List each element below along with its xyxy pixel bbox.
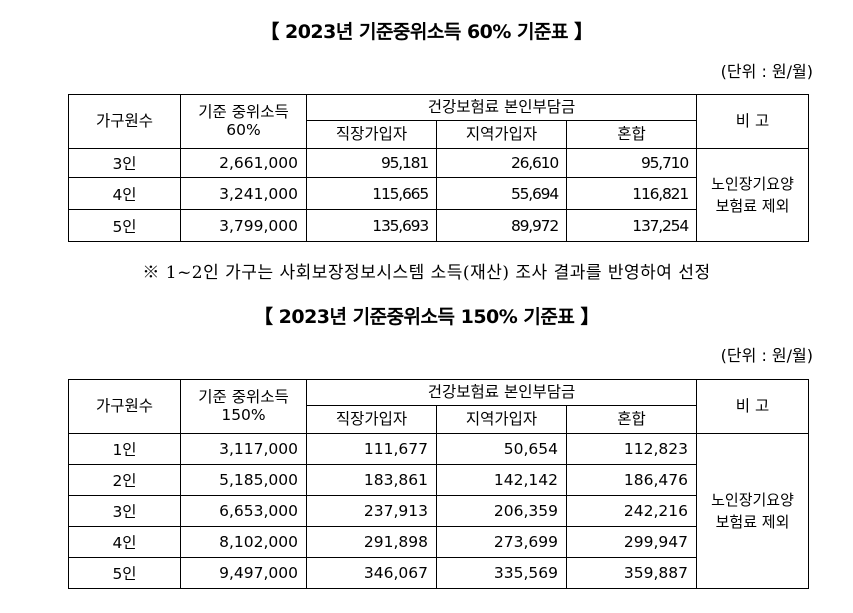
mixed-cell: 359,887 — [566, 557, 697, 589]
header-premium-group: 건강보험료 본인부담금 — [306, 94, 697, 121]
header-median-line1: 기준 중위소득 — [198, 102, 289, 121]
header-median-line1: 기준 중위소득 — [198, 387, 289, 406]
header-workplace: 직장가입자 — [306, 120, 437, 149]
household-cell: 3인 — [68, 148, 181, 178]
table-row: 4인 3,241,000 115,665 55,694 116,821 — [68, 177, 809, 210]
header-regional: 지역가입자 — [436, 120, 567, 149]
table1-header-row: 가구원수 기준 중위소득 60% 건강보험료 본인부담금 비 고 — [68, 94, 809, 149]
table1-title: 【 2023년 기준중위소득 60% 기준표 】 — [260, 21, 593, 43]
remark-line2: 보험료 제외 — [715, 197, 790, 215]
header-mixed: 혼합 — [566, 120, 697, 149]
mixed-cell: 186,476 — [566, 464, 697, 496]
regional-cell: 55,694 — [436, 177, 567, 210]
mixed-cell: 299,947 — [566, 526, 697, 558]
header-median-income: 기준 중위소득 60% — [180, 94, 307, 149]
header-remark: 비 고 — [696, 94, 809, 149]
mixed-cell: 116,821 — [566, 177, 697, 210]
regional-cell: 273,699 — [436, 526, 567, 558]
median-income-150-table: 가구원수 기준 중위소득 150% 건강보험료 본인부담금 비 고 직장가입자 … — [68, 379, 809, 589]
median-cell: 3,241,000 — [180, 177, 307, 210]
mixed-cell: 95,710 — [566, 148, 697, 178]
workplace-cell: 346,067 — [306, 557, 437, 589]
remark-line1: 노인장기요양 — [711, 174, 794, 193]
median-cell: 3,799,000 — [180, 209, 307, 242]
table1-subheader-row: 직장가입자 지역가입자 혼합 — [69, 120, 809, 149]
workplace-cell: 95,181 — [306, 148, 437, 178]
table-row: 3인 2,661,000 95,181 26,610 95,710 노인장기요양… — [68, 148, 809, 242]
median-cell: 8,102,000 — [180, 526, 307, 558]
household-cell: 4인 — [68, 526, 181, 558]
table-row: 2인 5,185,000 183,861 142,142 186,476 — [68, 464, 809, 496]
regional-cell: 89,972 — [436, 209, 567, 242]
mixed-cell: 112,823 — [566, 433, 697, 465]
household-cell: 2인 — [68, 464, 181, 496]
remark-line1: 노인장기요양 — [711, 490, 794, 509]
household-cell: 3인 — [68, 495, 181, 527]
header-mixed: 혼합 — [566, 405, 697, 434]
table-row: 5인 9,497,000 346,067 335,569 359,887 — [68, 557, 809, 589]
regional-cell: 26,610 — [436, 148, 567, 178]
median-cell: 9,497,000 — [180, 557, 307, 589]
header-premium-group: 건강보험료 본인부담금 — [306, 379, 697, 406]
table2-unit: (단위 : 원/월) — [720, 346, 813, 365]
remark-cell: 노인장기요양 보험료 제외 — [696, 433, 809, 589]
table2-header-row: 가구원수 기준 중위소득 150% 건강보험료 본인부담금 비 고 — [68, 379, 809, 434]
regional-cell: 206,359 — [436, 495, 567, 527]
header-remark: 비 고 — [696, 379, 809, 434]
mixed-cell: 242,216 — [566, 495, 697, 527]
regional-cell: 50,654 — [436, 433, 567, 465]
table1-unit: (단위 : 원/월) — [720, 62, 813, 81]
header-median-line2: 150% — [221, 405, 266, 424]
median-cell: 6,653,000 — [180, 495, 307, 527]
mixed-cell: 137,254 — [566, 209, 697, 242]
header-household: 가구원수 — [68, 379, 181, 434]
table2-title: 【 2023년 기준중위소득 150% 기준표 】 — [254, 306, 599, 328]
workplace-cell: 115,665 — [306, 177, 437, 210]
table-row: 1인 3,117,000 111,677 50,654 112,823 노인장기… — [68, 433, 809, 589]
workplace-cell: 183,861 — [306, 464, 437, 496]
workplace-cell: 237,913 — [306, 495, 437, 527]
header-median-line2: 60% — [226, 120, 261, 139]
median-cell: 3,117,000 — [180, 433, 307, 465]
household-cell: 5인 — [68, 209, 181, 242]
workplace-cell: 111,677 — [306, 433, 437, 465]
table-row: 4인 8,102,000 291,898 273,699 299,947 — [68, 526, 809, 558]
median-cell: 2,661,000 — [180, 148, 307, 178]
workplace-cell: 291,898 — [306, 526, 437, 558]
household-cell: 4인 — [68, 177, 181, 210]
household-cell: 1인 — [68, 433, 181, 465]
table2-subheader-row: 직장가입자 지역가입자 혼합 — [69, 405, 809, 434]
median-cell: 5,185,000 — [180, 464, 307, 496]
median-income-60-table: 가구원수 기준 중위소득 60% 건강보험료 본인부담금 비 고 직장가입자 지… — [68, 94, 809, 242]
household-cell: 5인 — [68, 557, 181, 589]
header-workplace: 직장가입자 — [306, 405, 437, 434]
regional-cell: 335,569 — [436, 557, 567, 589]
header-regional: 지역가입자 — [436, 405, 567, 434]
remark-cell: 노인장기요양 보험료 제외 — [696, 148, 809, 242]
regional-cell: 142,142 — [436, 464, 567, 496]
remark-line2: 보험료 제외 — [715, 513, 790, 531]
workplace-cell: 135,693 — [306, 209, 437, 242]
header-household: 가구원수 — [68, 94, 181, 149]
selection-note: ※ 1~2인 가구는 사회보장정보시스템 소득(재산) 조사 결과를 반영하여 … — [142, 263, 711, 283]
table-row: 5인 3,799,000 135,693 89,972 137,254 — [68, 209, 809, 242]
header-median-income: 기준 중위소득 150% — [180, 379, 307, 434]
table-row: 3인 6,653,000 237,913 206,359 242,216 — [68, 495, 809, 527]
